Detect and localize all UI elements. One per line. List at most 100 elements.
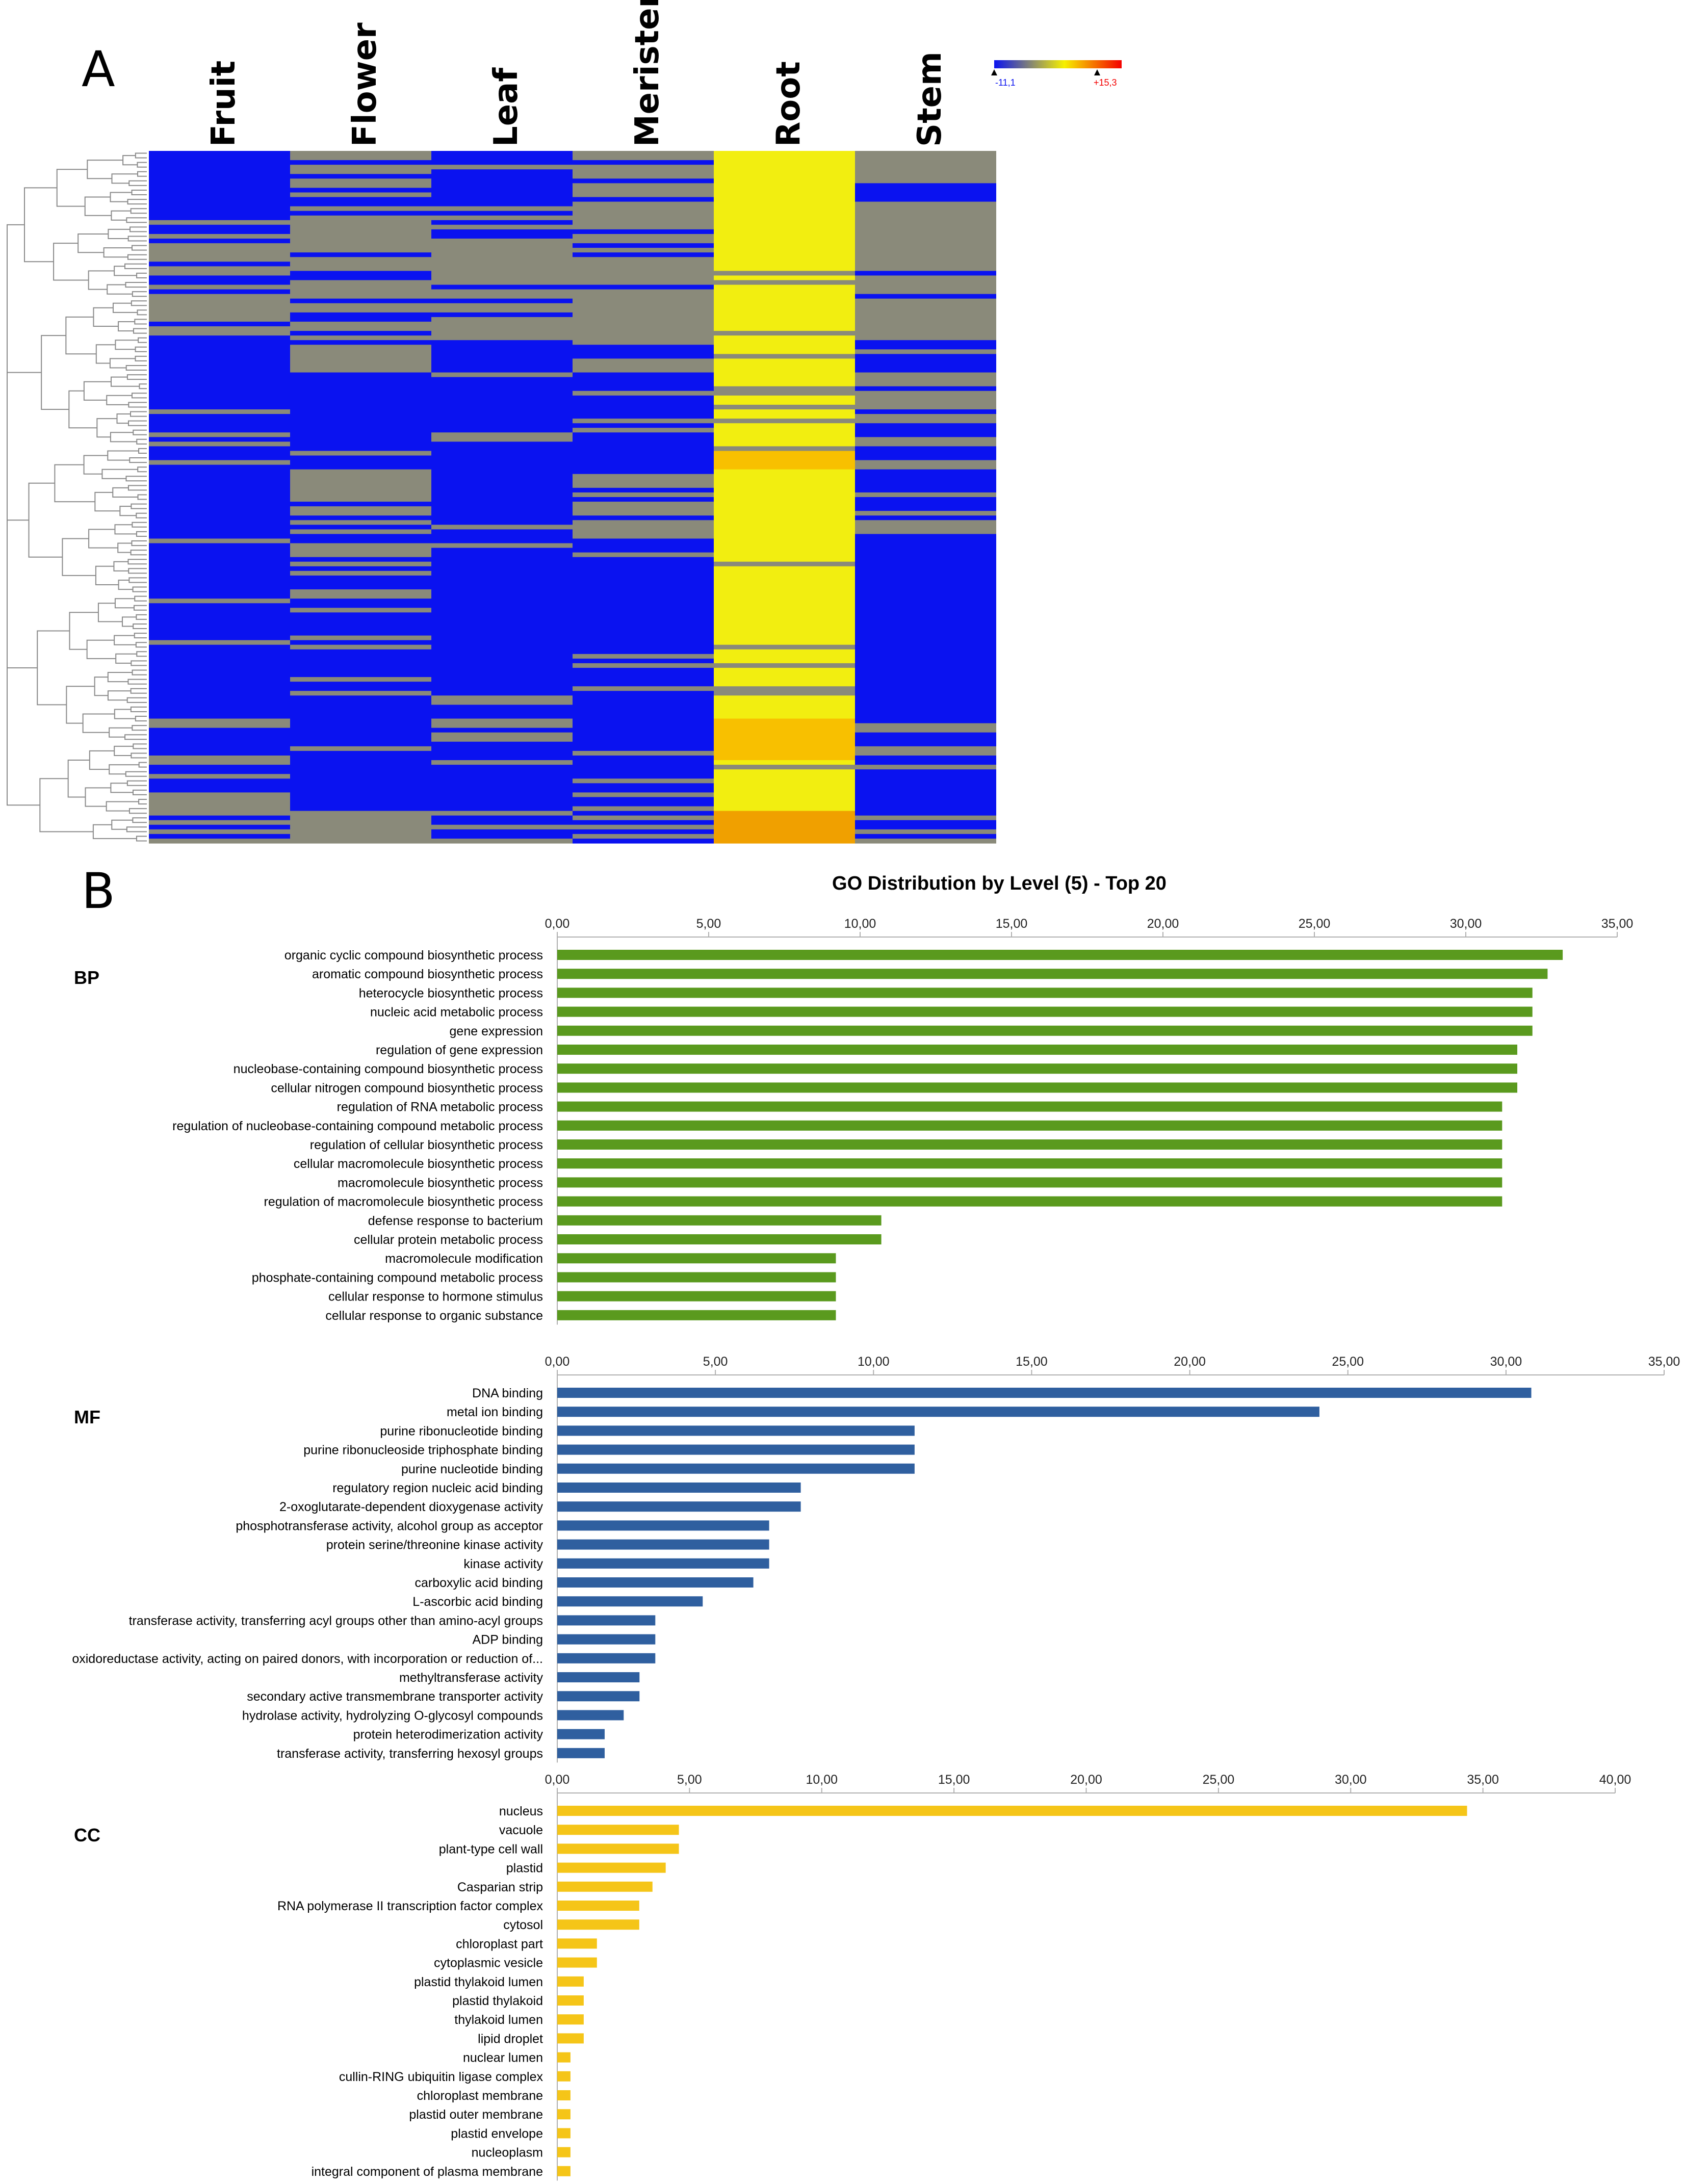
heatmap-cell: [573, 404, 714, 410]
bar: [557, 1634, 656, 1645]
scale-min-label: -11,1: [995, 77, 1016, 88]
heatmap-cell: [714, 811, 855, 816]
heatmap-cell: [290, 331, 431, 336]
heatmap-cell: [290, 732, 431, 738]
heatmap-cell: [855, 820, 996, 825]
heatmap-cell: [714, 815, 855, 821]
heatmap-cell: [149, 654, 290, 659]
category-label: regulation of RNA metabolic process: [337, 1100, 543, 1114]
heatmap-cell: [290, 289, 431, 295]
heatmap-cell: [149, 345, 290, 350]
heatmap-cell: [431, 469, 573, 475]
heatmap-cell: [855, 686, 996, 691]
heatmap-cell: [431, 266, 573, 271]
heatmap-cell: [855, 252, 996, 257]
x-tick-label: 15,00: [938, 1773, 970, 1787]
heatmap-cell: [855, 446, 996, 452]
heatmap-cell: [573, 345, 714, 350]
heatmap-cell: [290, 377, 431, 382]
heatmap-cell: [149, 174, 290, 179]
heatmap-cell: [573, 280, 714, 285]
category-label: organic cyclic compound biosynthetic pro…: [284, 948, 543, 963]
heatmap-cell: [431, 649, 573, 655]
dendrogram-branch: [114, 635, 136, 645]
heatmap-cell: [431, 700, 573, 705]
heatmap-cell: [290, 372, 431, 378]
heatmap-cell: [855, 732, 996, 738]
heatmap-cell: [290, 820, 431, 825]
heatmap-cell: [431, 543, 573, 549]
heatmap-cell: [573, 658, 714, 664]
heatmap-cell: [855, 750, 996, 756]
heatmap-cell: [431, 478, 573, 484]
heatmap-cell: [290, 534, 431, 539]
heatmap-cell: [431, 280, 573, 285]
heatmap-cell: [290, 769, 431, 774]
heatmap-cell: [149, 806, 290, 812]
dendrogram-branch: [136, 614, 147, 620]
category-label: regulatory region nucleic acid binding: [332, 1481, 543, 1495]
heatmap-cell: [714, 695, 855, 700]
heatmap-cell: [290, 829, 431, 835]
heatmap-cell: [431, 345, 573, 350]
heatmap-cell: [149, 451, 290, 456]
heatmap-cell: [573, 594, 714, 599]
heatmap-cell: [149, 511, 290, 516]
heatmap-cell: [431, 294, 573, 299]
heatmap-cell: [431, 566, 573, 571]
heatmap-cell: [149, 224, 290, 230]
heatmap-cell: [714, 617, 855, 622]
dendrogram-branch: [68, 390, 97, 429]
heatmap-cell: [149, 538, 290, 544]
heatmap-cell: [855, 275, 996, 281]
heatmap-cell: [714, 667, 855, 673]
category-label: Casparian strip: [457, 1880, 543, 1894]
heatmap-cell: [573, 441, 714, 447]
heatmap-cell: [290, 483, 431, 488]
heatmap-cell: [431, 538, 573, 544]
heatmap-figure: Fruit Flower Leaf Meristem Root Stem -11,1 +15,…: [7, 0, 1122, 844]
category-label: purine ribonucleoside triphosphate bindi…: [303, 1443, 543, 1458]
x-tick-label: 5,00: [703, 1355, 728, 1369]
heatmap-cell: [290, 229, 431, 235]
category-label: cullin-RING ubiquitin ligase complex: [339, 2070, 543, 2084]
heatmap-cell: [431, 760, 573, 765]
heatmap-cell: [290, 303, 431, 308]
heatmap-cell: [431, 792, 573, 798]
heatmap-cell: [573, 497, 714, 502]
heatmap-cell: [431, 317, 573, 322]
heatmap-cell: [149, 497, 290, 502]
heatmap-cell: [714, 746, 855, 751]
heatmap-cell: [149, 262, 290, 267]
heatmap-cell: [290, 511, 431, 516]
heatmap-cell: [149, 769, 290, 774]
dendrogram-branch: [131, 300, 147, 306]
heatmap-cell: [855, 515, 996, 521]
heatmap-cell: [290, 307, 431, 313]
heatmap-cell: [149, 714, 290, 719]
heatmap-cell: [290, 262, 431, 267]
category-label: nucleoplasm: [472, 2146, 543, 2160]
heatmap-cell: [573, 700, 714, 705]
heatmap-cell: [290, 340, 431, 345]
x-tick-label: 0,00: [545, 1773, 570, 1787]
heatmap-cell: [431, 460, 573, 465]
bar: [557, 2033, 584, 2044]
heatmap-cell: [714, 506, 855, 511]
heatmap-cell: [573, 340, 714, 345]
bar: [557, 1425, 915, 1436]
heatmap-cell: [149, 552, 290, 558]
heatmap-cell: [290, 663, 431, 668]
category-label: nucleus: [499, 1804, 543, 1818]
heatmap-cell: [714, 284, 855, 290]
heatmap-cell: [149, 635, 290, 641]
bar: [557, 1253, 836, 1264]
heatmap-cell: [290, 594, 431, 599]
heatmap-cell: [573, 239, 714, 244]
heatmap-cell: [431, 644, 573, 650]
heatmap-cell: [714, 326, 855, 331]
heatmap-cell: [431, 612, 573, 617]
heatmap-cell: [573, 797, 714, 802]
bar: [557, 1862, 666, 1873]
heatmap-cell: [855, 654, 996, 659]
